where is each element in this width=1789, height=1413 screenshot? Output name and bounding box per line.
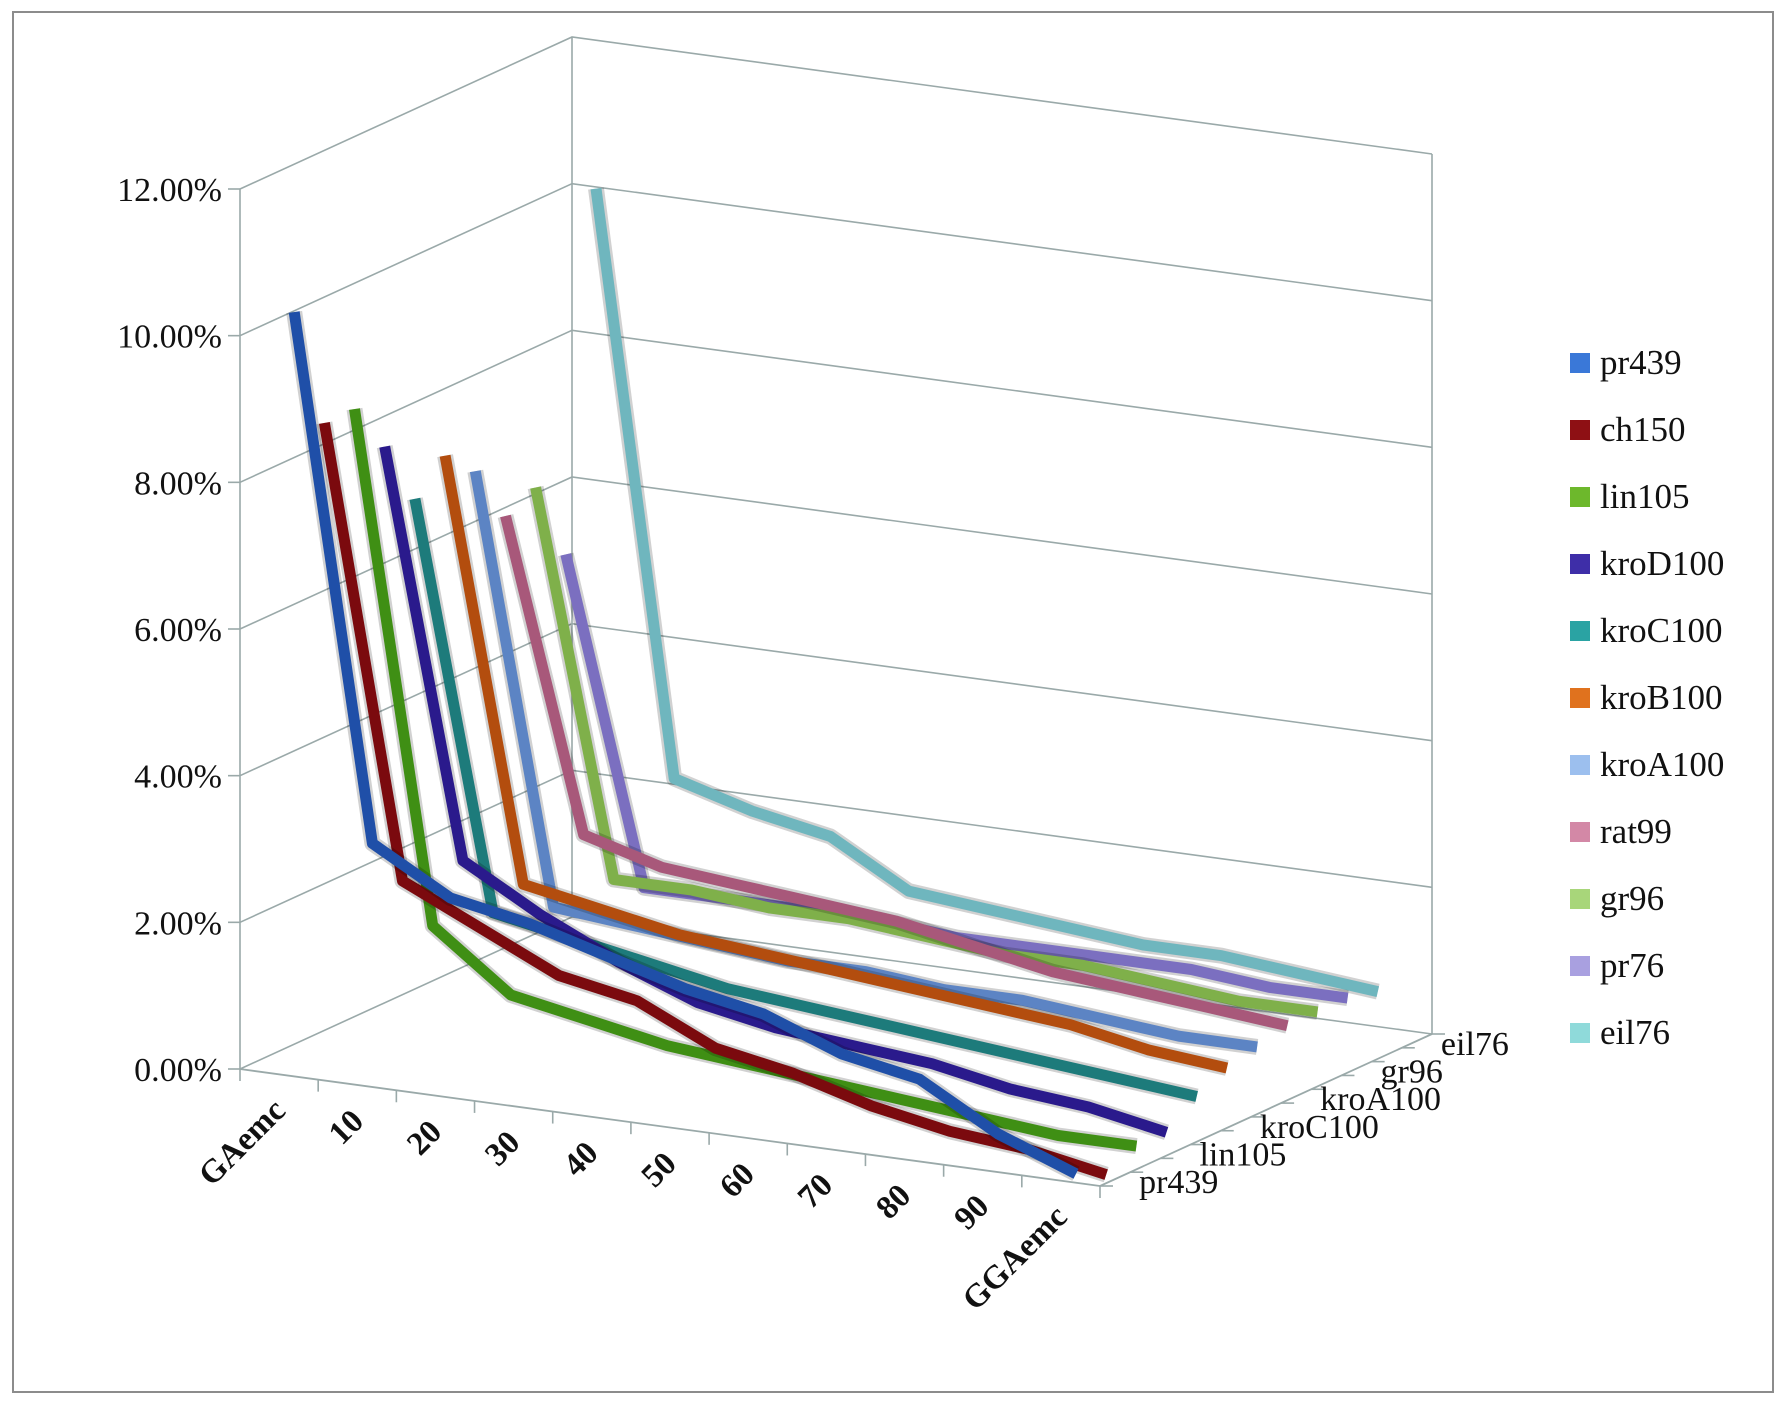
x-tick-label: 70 [791,1167,840,1216]
x-tick-label: 40 [557,1135,606,1184]
x-tick-label: 30 [479,1124,528,1173]
legend-label-kroA100: kroA100 [1600,745,1724,784]
chart-axes [228,188,1445,1198]
x-tick-label: 60 [713,1156,762,1205]
legend-swatch-kroD100 [1570,554,1590,574]
legend-label-pr76: pr76 [1600,946,1664,985]
legend-label-gr96: gr96 [1600,879,1664,918]
x-tick-label: GAemc [192,1093,293,1194]
series-pr439-line [288,311,1079,1179]
gridline [239,182,1433,337]
chart-legend: pr439 ch150 lin105 kroD100 kroC100 kroB100 kro… [1570,343,1724,1052]
depth-tick-label: kroC100 [1260,1109,1379,1146]
legend-label-rat99: rat99 [1600,812,1672,851]
gridline [239,329,1433,484]
legend-label-kroD100: kroD100 [1600,544,1724,583]
chart-series [286,187,1380,1183]
y-tick-label: 10.00% [117,319,222,356]
y-tick-label: 6.00% [134,612,222,649]
y-tick-label: 8.00% [134,465,222,502]
x-axis-line [239,1068,1101,1187]
series-eil76-line [590,187,1380,997]
depth-tick-label: eil76 [1441,1026,1509,1063]
legend-swatch-ch150 [1570,420,1590,440]
series-ch150-line [318,421,1108,1180]
legend-swatch-rat99 [1570,822,1590,842]
legend-swatch-eil76 [1570,1023,1590,1043]
legend-swatch-kroB100 [1570,688,1590,708]
gridline [239,36,1433,190]
legend-swatch-gr96 [1570,889,1590,909]
legend-swatch-pr76 [1570,956,1590,976]
x-tick-label: 20 [400,1114,449,1163]
x-tick-label: 90 [948,1188,997,1237]
chart-labels: 0.00% 2.00% 4.00% 6.00% 8.00% 10.00% 12.00% GAe… [117,172,1509,1318]
series-kroA100-line [469,470,1258,1053]
legend-label-pr439: pr439 [1600,343,1682,382]
legend-swatch-pr439 [1570,353,1590,373]
chart-frame [12,11,1774,1393]
legend-swatch-kroA100 [1570,755,1590,775]
y-tick-label: 12.00% [117,172,222,209]
y-tick-label: 2.00% [134,905,222,942]
series-rat99-line [500,514,1289,1032]
legend-label-kroB100: kroB100 [1600,678,1723,717]
legend-label-kroC100: kroC100 [1600,611,1723,650]
depth-tick-label: lin105 [1199,1136,1286,1173]
x-tick-label: 80 [869,1178,918,1227]
x-tick-label: 50 [635,1146,684,1195]
legend-label-eil76: eil76 [1600,1013,1670,1052]
legend-label-ch150: ch150 [1600,410,1686,449]
depth-tick-label: pr439 [1139,1164,1218,1201]
legend-label-lin105: lin105 [1600,477,1689,516]
depth-tick-label: gr96 [1381,1054,1443,1091]
legend-swatch-lin105 [1570,487,1590,507]
depth-axis-line [1099,1033,1433,1187]
x-tick-label: 10 [322,1103,371,1152]
y-tick-label: 0.00% [134,1052,222,1089]
legend-swatch-kroC100 [1570,621,1590,641]
series-kroD100-line [379,445,1169,1138]
depth-tick-label: kroA100 [1320,1081,1441,1118]
series-kroB100-line [439,454,1229,1074]
y-tick-label: 4.00% [134,759,222,796]
